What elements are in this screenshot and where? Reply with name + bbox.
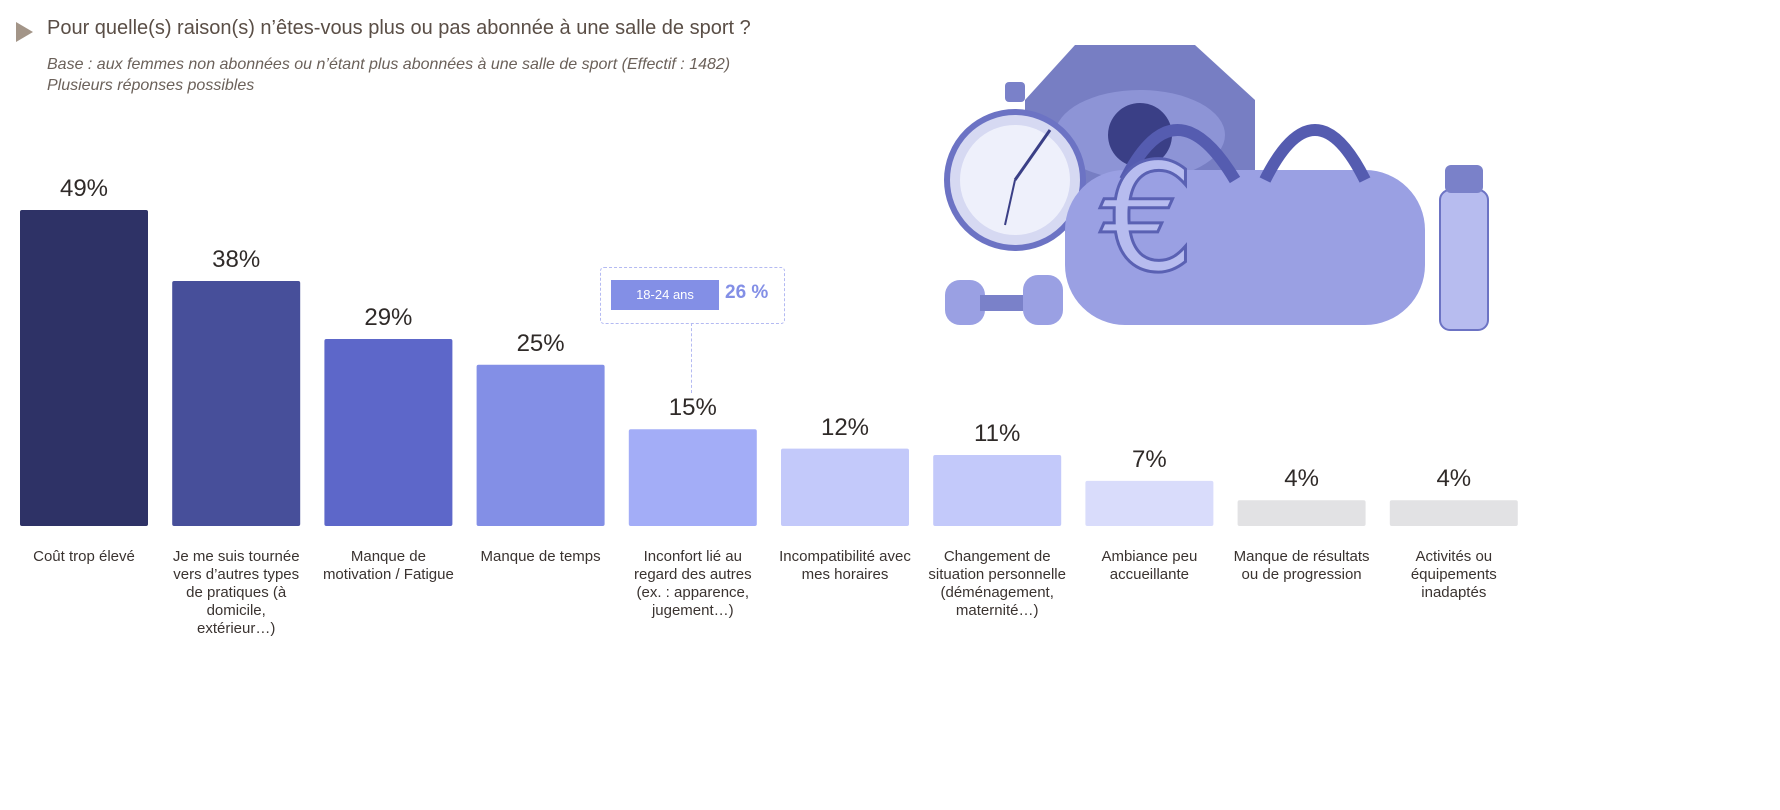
bar	[20, 210, 148, 526]
value-label: 11%	[974, 420, 1021, 448]
base-note: Base : aux femmes non abonnées ou n’étan…	[47, 56, 731, 73]
triangle-bullet-icon	[16, 22, 33, 42]
category-label: Changement de situation personnelle (dém…	[928, 548, 1066, 619]
callout-value: 26 %	[725, 282, 769, 303]
category-label: Inconfort lié au regard des autres (ex. …	[634, 548, 752, 619]
category-label: Manque de temps	[480, 548, 601, 565]
value-label: 7%	[1132, 445, 1167, 473]
category-label: Ambiance peu accueillante	[1101, 548, 1198, 583]
category-label: Coût trop élevé	[33, 548, 135, 565]
bar	[781, 448, 909, 526]
bar	[476, 364, 605, 526]
bar	[1085, 480, 1214, 526]
category-label: Je me suis tournée vers d’autres types d…	[172, 548, 300, 637]
chart-title: Pour quelle(s) raison(s) n’êtes-vous plu…	[47, 17, 751, 39]
bar	[1389, 500, 1518, 526]
bar	[324, 338, 453, 526]
value-label: 38%	[212, 245, 261, 273]
bar	[933, 455, 1062, 526]
sport-illustration: €	[944, 45, 1489, 331]
bar	[1237, 500, 1366, 526]
value-label: 49%	[59, 175, 109, 202]
value-label: 12%	[820, 413, 870, 441]
category-label: Activités ou équipements inadaptés	[1410, 548, 1497, 601]
multiple-answers-note: Plusieurs réponses possibles	[47, 77, 255, 94]
callout-age-badge: 18-24 ans	[611, 280, 719, 310]
bar	[628, 429, 757, 526]
svg-text:€: €	[1100, 132, 1195, 306]
category-label: Manque de motivation / Fatigue	[322, 548, 454, 583]
category-label: Manque de résultats ou de progression	[1233, 548, 1370, 583]
bar	[172, 280, 301, 526]
value-label: 15%	[668, 394, 717, 422]
category-label: Incompatibilité avec mes horaires	[779, 548, 911, 583]
value-label: 4%	[1284, 465, 1319, 493]
value-label: 25%	[516, 329, 565, 357]
age-callout: 18-24 ans 26 %	[600, 267, 785, 324]
value-label: 29%	[364, 303, 413, 331]
value-label: 4%	[1436, 465, 1472, 493]
chart-subtitle: Base : aux femmes non abonnées ou n’étan…	[47, 54, 730, 96]
callout-connector	[691, 323, 692, 393]
